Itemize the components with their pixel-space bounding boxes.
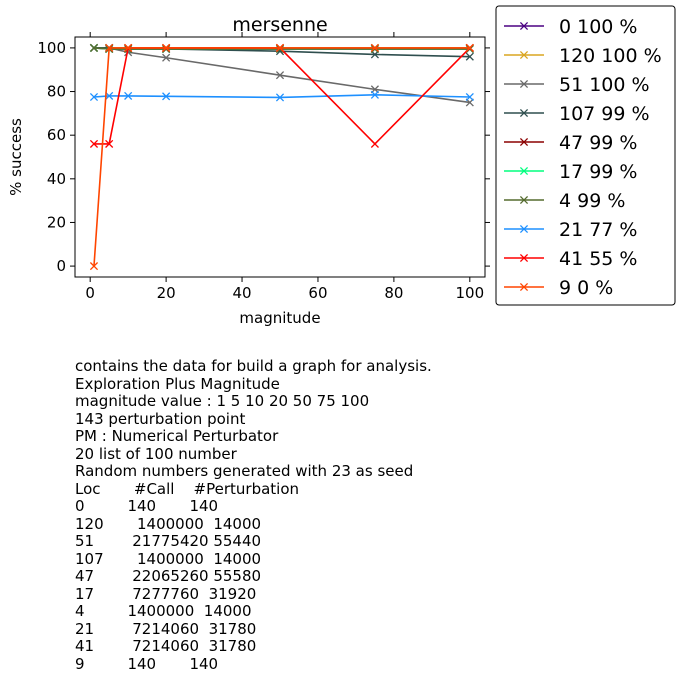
- series-line: [93, 47, 470, 267]
- legend-entry: 41 55 %: [504, 248, 638, 270]
- data-point: [370, 90, 379, 99]
- data-point: [465, 92, 474, 102]
- data-point: [370, 44, 379, 54]
- y-tick-label: 20: [47, 213, 66, 231]
- data-point: [89, 262, 99, 271]
- x-tick-label: 80: [384, 284, 403, 302]
- legend-label: 41 55 %: [559, 248, 638, 270]
- data-point: [465, 52, 474, 61]
- x-tick-label: 100: [455, 284, 484, 302]
- legend-label: 107 99 %: [559, 103, 650, 125]
- legend-swatch-marker: [519, 108, 529, 118]
- data-point: [162, 53, 171, 62]
- legend-label: 4 99 %: [559, 190, 625, 212]
- y-tick-label: 60: [47, 126, 66, 144]
- legend-label: 17 99 %: [559, 161, 638, 183]
- data-point: [105, 139, 114, 148]
- y-axis-label: % success: [7, 118, 25, 196]
- legend-swatch-marker: [519, 137, 529, 147]
- y-tick-label: 80: [47, 83, 66, 101]
- legend-swatch-marker: [519, 21, 529, 31]
- note-line: Loc #Call #Perturbation: [75, 479, 300, 498]
- legend-label: 21 77 %: [559, 219, 638, 241]
- x-tick-label: 40: [232, 284, 251, 302]
- note-line: PM : Numerical Perturbator: [75, 427, 279, 445]
- note-line: 120 1400000 14000: [75, 514, 262, 533]
- legend-swatch-marker: [519, 282, 529, 292]
- legend-swatch-marker: [519, 50, 529, 60]
- data-point: [162, 44, 171, 54]
- y-axis: 0 20 40 60 80 100: [37, 39, 490, 275]
- legend-entry: 0 100 %: [504, 16, 638, 38]
- series-7: [89, 90, 474, 102]
- legend-entry: 17 99 %: [504, 161, 638, 183]
- legend-entry: 51 100 %: [504, 74, 650, 96]
- note-line: 143 perturbation point: [75, 409, 246, 428]
- legend-swatch-marker: [519, 195, 529, 205]
- x-tick-label: 0: [85, 284, 95, 302]
- legend-label: 120 100 %: [559, 45, 662, 67]
- note-line: 21 7214060 31780: [75, 619, 257, 638]
- x-axis: 0 20 40 60 80 100: [85, 32, 484, 302]
- data-point: [89, 43, 99, 52]
- data-point: [370, 43, 379, 52]
- x-tick-label: 60: [308, 284, 327, 302]
- data-point: [105, 43, 114, 52]
- note-line: 17 7277760 31920: [75, 584, 257, 603]
- legend-swatch-marker: [519, 253, 529, 263]
- note-line: magnitude value : 1 5 10 20 50 75 100: [75, 392, 370, 410]
- legend-label: 0 100 %: [559, 16, 638, 38]
- y-tick-label: 0: [56, 257, 66, 275]
- data-point: [162, 92, 171, 101]
- legend-entry: 9 0 %: [504, 277, 613, 299]
- note-line: 51 21775420 55440: [75, 532, 262, 550]
- legend-label: 47 99 %: [559, 132, 638, 154]
- note-line: 0 140 140: [75, 497, 219, 515]
- legend-entry: 4 99 %: [504, 190, 625, 212]
- legend-label: 9 0 %: [559, 277, 613, 299]
- chart-title: mersenne: [232, 14, 327, 36]
- note-line: 107 1400000 14000: [75, 549, 262, 568]
- data-point: [275, 93, 285, 102]
- line-chart: mersenne 0 20 40 60 80 100 0 20 40 60 80 100 magni…: [7, 5, 676, 327]
- x-tick-label: 20: [157, 284, 176, 302]
- plot-frame: [74, 36, 486, 278]
- data-point: [124, 43, 133, 52]
- legend-label: 51 100 %: [559, 74, 650, 96]
- data-point: [162, 43, 171, 52]
- series-layer: [89, 43, 474, 271]
- legend-entry: 120 100 %: [504, 45, 662, 67]
- data-point: [89, 92, 99, 102]
- data-point: [370, 139, 379, 148]
- note-line: Random numbers generated with 23 as seed: [75, 462, 414, 480]
- series-9: [89, 43, 474, 271]
- legend-entry: 21 77 %: [504, 219, 638, 241]
- notes-block: contains the data for build a graph for …: [75, 357, 675, 673]
- data-point: [275, 71, 285, 80]
- legend-entry: 47 99 %: [504, 132, 638, 154]
- legend-swatch-marker: [519, 79, 529, 89]
- data-point: [465, 43, 474, 52]
- legend-frame: [495, 5, 676, 306]
- y-tick-label: 100: [37, 39, 66, 57]
- legend-swatch-marker: [519, 224, 529, 234]
- note-line: 20 list of 100 number: [75, 444, 237, 463]
- note-line: 41 7214060 31780: [75, 637, 257, 655]
- note-line: 9 140 140: [75, 654, 219, 673]
- y-tick-label: 40: [47, 170, 66, 188]
- legend-entry: 107 99 %: [504, 103, 650, 125]
- legend: 0 100 % 120 100 % 51 100 % 107 99 % 47 99 % 1…: [495, 5, 676, 306]
- note-line: 4 1400000 14000: [75, 602, 252, 620]
- x-axis-label: magnitude: [239, 309, 320, 327]
- data-point: [89, 139, 99, 148]
- legend-swatch-marker: [519, 166, 529, 176]
- note-line: 47 22065260 55580: [75, 567, 262, 585]
- note-line: contains the data for build a graph for …: [75, 357, 432, 375]
- data-point: [124, 91, 133, 100]
- data-point: [275, 43, 285, 52]
- note-line: Exploration Plus Magnitude: [75, 374, 280, 393]
